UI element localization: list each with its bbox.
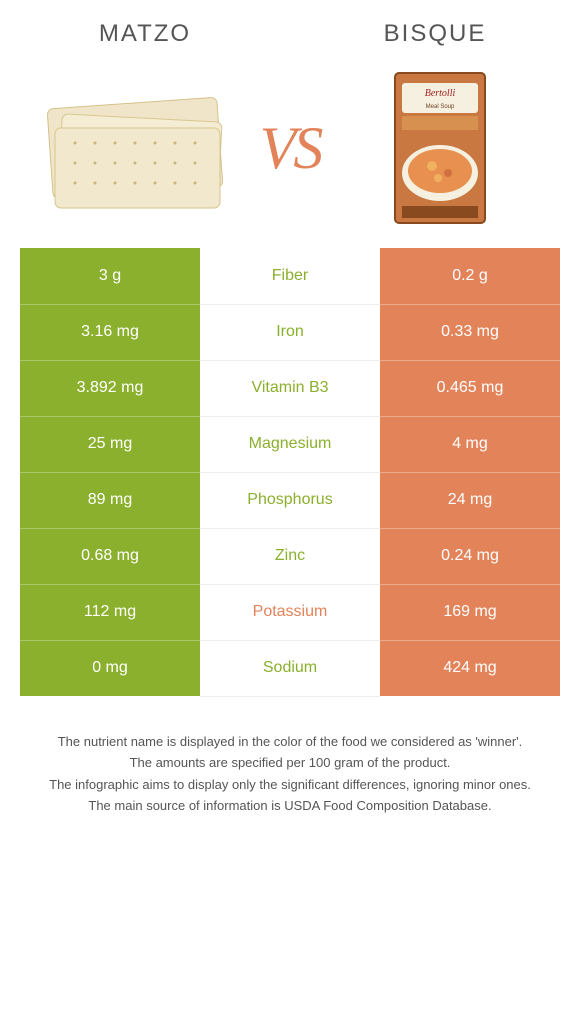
table-row: 3 gFiber0.2 g (20, 248, 560, 304)
footer-text: The nutrient name is displayed in the co… (0, 697, 580, 838)
left-value: 0.68 mg (20, 528, 200, 584)
svg-text:Bertolli: Bertolli (425, 88, 456, 99)
right-value: 24 mg (380, 472, 560, 528)
images-row: VS Bertolli Meal Soup (0, 58, 580, 248)
right-value: 0.465 mg (380, 360, 560, 416)
table-row: 25 mgMagnesium4 mg (20, 416, 560, 472)
nutrient-label: Iron (200, 304, 380, 360)
right-value: 0.33 mg (380, 304, 560, 360)
right-value: 424 mg (380, 640, 560, 696)
nutrient-label: Magnesium (200, 416, 380, 472)
nutrient-label: Vitamin B3 (200, 360, 380, 416)
right-value: 4 mg (380, 416, 560, 472)
matzo-image (40, 73, 240, 223)
footer-line-3: The infographic aims to display only the… (20, 775, 560, 795)
left-value: 89 mg (20, 472, 200, 528)
right-value: 0.2 g (380, 248, 560, 304)
nutrient-label: Potassium (200, 584, 380, 640)
header-right: BISQUE (290, 20, 580, 48)
header-left: MATZO (0, 20, 290, 48)
right-value: 0.24 mg (380, 528, 560, 584)
right-value: 169 mg (380, 584, 560, 640)
table-row: 0 mgSodium424 mg (20, 640, 560, 696)
comparison-table: 3 gFiber0.2 g3.16 mgIron0.33 mg3.892 mgV… (20, 248, 560, 697)
left-value: 3.892 mg (20, 360, 200, 416)
table-row: 0.68 mgZinc0.24 mg (20, 528, 560, 584)
left-value: 112 mg (20, 584, 200, 640)
table-row: 89 mgPhosphorus24 mg (20, 472, 560, 528)
left-value: 3 g (20, 248, 200, 304)
vs-label: VS (260, 114, 321, 183)
table-row: 3.892 mgVitamin B30.465 mg (20, 360, 560, 416)
left-value: 0 mg (20, 640, 200, 696)
svg-text:Meal Soup: Meal Soup (426, 104, 455, 110)
footer-line-2: The amounts are specified per 100 gram o… (20, 753, 560, 773)
table-row: 112 mgPotassium169 mg (20, 584, 560, 640)
nutrient-label: Phosphorus (200, 472, 380, 528)
left-value: 3.16 mg (20, 304, 200, 360)
header-row: MATZO BISQUE (0, 0, 580, 58)
left-value: 25 mg (20, 416, 200, 472)
nutrient-label: Sodium (200, 640, 380, 696)
nutrient-label: Zinc (200, 528, 380, 584)
nutrient-label: Fiber (200, 248, 380, 304)
table-row: 3.16 mgIron0.33 mg (20, 304, 560, 360)
bisque-image: Bertolli Meal Soup (340, 73, 540, 223)
footer-line-1: The nutrient name is displayed in the co… (20, 732, 560, 752)
footer-line-4: The main source of information is USDA F… (20, 796, 560, 816)
